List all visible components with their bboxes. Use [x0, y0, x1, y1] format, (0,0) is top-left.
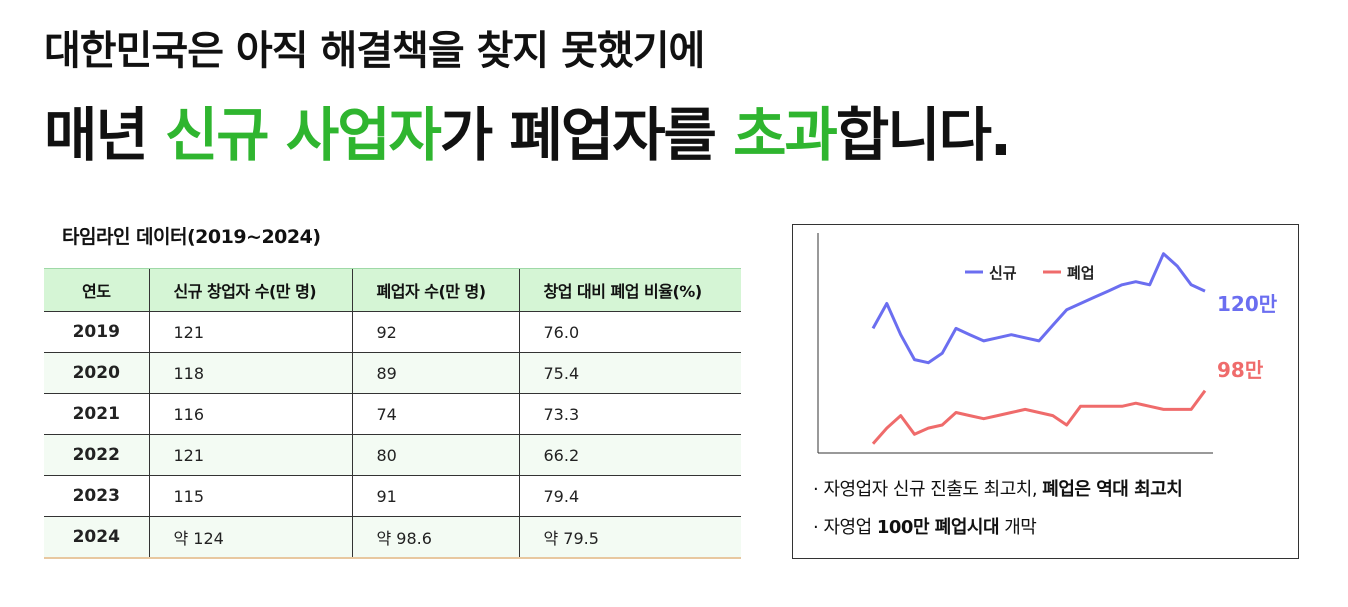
cell-new: 116: [148, 393, 352, 435]
headline-line-2: 매년 신규 사업자가 폐업자를 초과합니다.: [44, 88, 1012, 172]
legend-label-closed: 폐업: [1067, 264, 1095, 282]
cell-closed: 91: [351, 475, 519, 517]
table-row: 2023 115 91 79.4: [44, 475, 741, 517]
header-closure-ratio: 창업 대비 폐업 비율(%): [518, 268, 741, 312]
table-row: 2019 121 92 76.0: [44, 311, 741, 353]
notes: · 자영업자 신규 진출도 최고치, 폐업은 역대 최고치 · 자영업 100만…: [813, 471, 1183, 547]
headline-text: 합니다.: [835, 101, 1012, 169]
cell-year: 2022: [44, 434, 149, 476]
series-line-new: [871, 252, 1206, 365]
cell-ratio: 75.4: [518, 352, 741, 394]
cell-closed: 74: [351, 393, 519, 435]
headline-line-1: 대한민국은 아직 해결책을 찾지 못했기에: [44, 28, 705, 74]
cell-new: 118: [148, 352, 352, 394]
table-row: 2022 121 80 66.2: [44, 434, 741, 476]
bullet-dot: ·: [813, 479, 819, 500]
cell-new: 약 124: [148, 516, 352, 559]
note-text: 자영업자 신규 진출도 최고치,: [823, 479, 1043, 500]
table-row: 2020 118 89 75.4: [44, 352, 741, 394]
header-closures: 폐업자 수(만 명): [351, 268, 519, 312]
cell-ratio: 76.0: [518, 311, 741, 353]
note-emphasis: 폐업은 역대 최고치: [1042, 479, 1183, 500]
headline-text: 매년: [44, 101, 165, 169]
cell-closed: 80: [351, 434, 519, 476]
note-text: 자영업: [823, 517, 877, 538]
cell-closed: 89: [351, 352, 519, 394]
line-chart: 신규 폐업 120만 98만: [817, 233, 1278, 454]
cell-ratio: 66.2: [518, 434, 741, 476]
cell-new: 121: [148, 434, 352, 476]
headline-highlight-exceed: 초과: [733, 101, 838, 169]
cell-new: 115: [148, 475, 352, 517]
timeline-table: 연도 신규 창업자 수(만 명) 폐업자 수(만 명) 창업 대비 폐업 비율(…: [44, 268, 741, 559]
cell-new: 121: [148, 311, 352, 353]
cell-ratio: 79.4: [518, 475, 741, 517]
header-new-founders: 신규 창업자 수(만 명): [148, 268, 352, 312]
table-row: 2024 약 124 약 98.6 약 79.5: [44, 516, 741, 559]
cell-ratio: 약 79.5: [518, 516, 741, 559]
cell-year: 2020: [44, 352, 149, 394]
cell-year: 2021: [44, 393, 149, 435]
cell-closed: 약 98.6: [351, 516, 519, 559]
chart-panel: 신규 폐업 120만 98만 · 자영업자 신규 진출도 최고치, 폐업은 역대…: [792, 224, 1299, 559]
cell-closed: 92: [351, 311, 519, 353]
table-row: 2021 116 74 73.3: [44, 393, 741, 435]
end-label-new: 120만: [1217, 292, 1278, 316]
note-emphasis: 100만 폐업시대: [876, 517, 1000, 538]
note-text: 개막: [999, 517, 1037, 538]
cell-year: 2019: [44, 311, 149, 353]
note-item: · 자영업 100만 폐업시대 개막: [813, 509, 1182, 547]
legend-label-new: 신규: [989, 264, 1017, 282]
header-year: 연도: [44, 268, 149, 312]
headline-text: 가 폐업자를: [439, 101, 734, 169]
bullet-dot: ·: [813, 517, 819, 538]
series-line-closed: [871, 389, 1207, 445]
cell-year: 2024: [44, 516, 149, 559]
note-item: · 자영업자 신규 진출도 최고치, 폐업은 역대 최고치: [813, 471, 1183, 509]
table-header-row: 연도 신규 창업자 수(만 명) 폐업자 수(만 명) 창업 대비 폐업 비율(…: [44, 268, 741, 312]
legend: 신규 폐업: [965, 264, 1095, 282]
end-label-closed: 98만: [1217, 358, 1264, 382]
cell-ratio: 73.3: [518, 393, 741, 435]
table-title: 타임라인 데이터(2019~2024): [62, 226, 321, 248]
cell-year: 2023: [44, 475, 149, 517]
headline-highlight-new-business: 신규 사업자: [164, 101, 442, 169]
